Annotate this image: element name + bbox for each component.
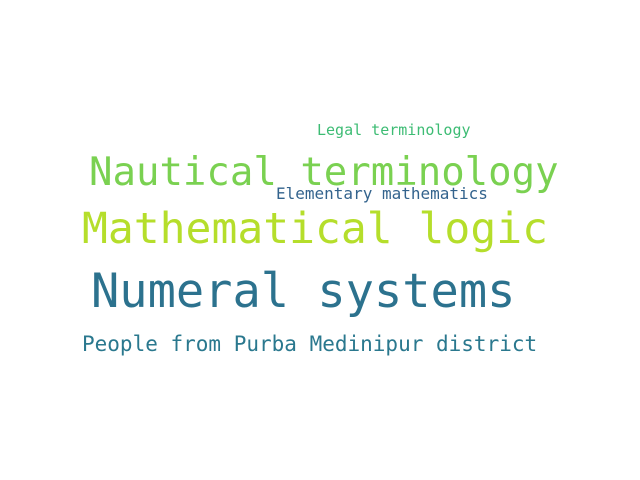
word-people-from-purba-medinipur-district: People from Purba Medinipur district [82, 332, 538, 356]
word-numeral-systems: Numeral systems [91, 264, 516, 319]
word-legal-terminology: Legal terminology [317, 121, 471, 139]
word-elementary-mathematics: Elementary mathematics [276, 184, 488, 203]
word-nautical-terminology: Nautical terminology [89, 150, 559, 195]
word-mathematical-logic: Mathematical logic [82, 204, 548, 254]
